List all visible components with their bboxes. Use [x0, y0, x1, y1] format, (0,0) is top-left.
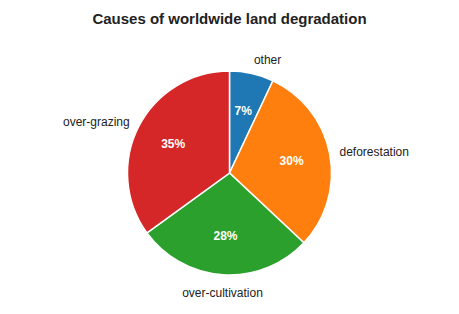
category-label: deforestation [340, 145, 409, 159]
slice [127, 71, 229, 233]
category-label: other [254, 53, 281, 67]
chart: Causes of worldwide land degradation 7% 30… [0, 0, 459, 314]
data-label: 35% [161, 137, 185, 151]
data-label: 7% [235, 104, 253, 118]
category-label: over-grazing [63, 115, 130, 129]
pie: 7% 30% 28% 35% other deforestation over-cultiv… [63, 53, 409, 300]
data-label: 30% [280, 154, 304, 168]
data-label: 28% [214, 229, 238, 243]
category-label: over-cultivation [182, 286, 263, 300]
title: Causes of worldwide land degradation [92, 10, 366, 27]
